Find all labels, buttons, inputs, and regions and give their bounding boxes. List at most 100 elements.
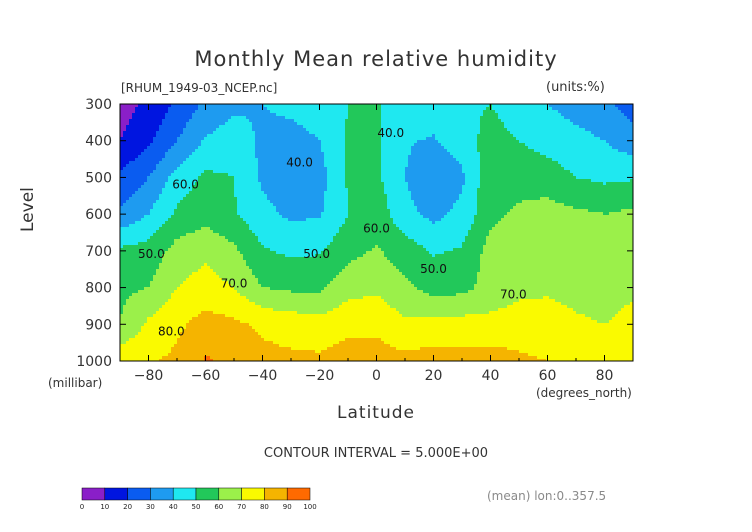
heat-cell [126, 224, 130, 228]
heat-cell [228, 137, 232, 141]
heat-cell [279, 113, 283, 117]
heat-cell [237, 233, 241, 237]
heat-cell [228, 323, 232, 327]
heat-cell [249, 314, 253, 318]
heat-cell [156, 149, 160, 153]
heat-cell [153, 182, 157, 186]
heat-cell [264, 218, 268, 222]
heat-cell [135, 167, 139, 171]
heat-cell [126, 203, 130, 207]
heat-cell [222, 164, 226, 168]
heat-cell [129, 131, 133, 135]
heat-cell [228, 206, 232, 210]
heat-cell [207, 158, 211, 162]
heat-cell [267, 200, 271, 204]
heat-cell [240, 242, 244, 246]
heat-cell [210, 296, 214, 300]
heat-cell [210, 182, 214, 186]
heat-cell [147, 290, 151, 294]
heat-cell [267, 353, 271, 357]
heat-cell [153, 320, 157, 324]
heat-cell [192, 224, 196, 228]
heat-cell [189, 140, 193, 144]
heat-cell [282, 146, 286, 150]
heat-cell [201, 116, 205, 120]
heat-cell [168, 245, 172, 249]
heat-cell [153, 248, 157, 252]
heat-cell [252, 194, 256, 198]
heat-cell [270, 335, 274, 339]
heat-cell [168, 320, 172, 324]
heat-cell [174, 197, 178, 201]
heat-cell [261, 260, 265, 264]
heat-cell [138, 248, 142, 252]
heat-cell [180, 311, 184, 315]
heat-cell [144, 164, 148, 168]
heat-cell [192, 359, 196, 361]
heat-cell [288, 197, 292, 201]
heat-cell [189, 143, 193, 147]
heat-cell [153, 122, 157, 126]
heat-cell [183, 305, 187, 309]
heat-cell [279, 344, 283, 348]
heat-cell [195, 251, 199, 255]
heat-cell [189, 194, 193, 198]
heat-cell [234, 359, 238, 361]
heat-cell [282, 119, 286, 123]
heat-cell [246, 128, 250, 132]
heat-cell [231, 161, 235, 165]
heat-cell [180, 110, 184, 114]
heat-cell [270, 200, 274, 204]
heat-cell [201, 176, 205, 180]
heat-cell [147, 125, 151, 129]
heat-cell [135, 296, 139, 300]
heat-cell [162, 263, 166, 267]
heat-cell [171, 170, 175, 174]
heat-cell [177, 311, 181, 315]
heat-cell [270, 131, 274, 135]
heat-cell [249, 173, 253, 177]
heat-cell [186, 332, 190, 336]
heat-cell [261, 146, 265, 150]
heat-cell [144, 344, 148, 348]
heat-cell [129, 161, 133, 165]
heat-cell [147, 197, 151, 201]
heat-cell [228, 116, 232, 120]
heat-cell [225, 236, 229, 240]
heat-cell [159, 143, 163, 147]
heat-cell [204, 311, 208, 315]
heat-cell [285, 287, 289, 291]
heat-cell [273, 245, 277, 249]
heat-cell [156, 251, 160, 255]
heat-cell [228, 185, 232, 189]
heat-cell [189, 170, 193, 174]
heat-cell [171, 344, 175, 348]
heat-cell [255, 338, 259, 342]
heat-cell [246, 332, 250, 336]
heat-cell [162, 191, 166, 195]
heat-cell [153, 212, 157, 216]
heat-cell [192, 152, 196, 156]
heat-cell [240, 350, 244, 354]
heat-cell [144, 152, 148, 156]
heat-cell [222, 125, 226, 129]
heat-cell [291, 161, 295, 165]
heat-cell [222, 185, 226, 189]
heat-cell [267, 128, 271, 132]
heat-cell [249, 194, 253, 198]
heat-cell [255, 284, 259, 288]
heat-cell [243, 326, 247, 330]
heat-cell [138, 281, 142, 285]
heat-cell [216, 353, 220, 357]
heat-cell [138, 179, 142, 183]
heat-cell [177, 116, 181, 120]
heat-cell [132, 293, 136, 297]
heat-cell [141, 194, 145, 198]
heat-cell [150, 110, 154, 114]
heat-cell [243, 269, 247, 273]
heat-cell [240, 200, 244, 204]
heat-cell [243, 233, 247, 237]
heat-cell [159, 170, 163, 174]
heat-cell [132, 233, 136, 237]
heat-cell [237, 242, 241, 246]
